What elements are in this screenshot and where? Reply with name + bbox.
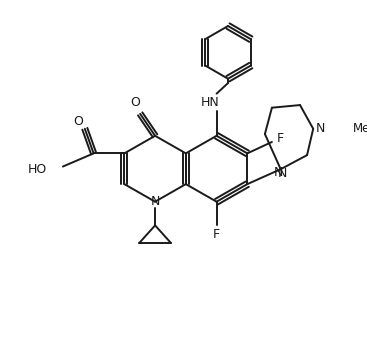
Text: HN: HN xyxy=(201,96,220,109)
Text: N: N xyxy=(316,122,325,135)
Text: F: F xyxy=(277,132,284,145)
Text: N: N xyxy=(150,195,160,208)
Text: Me: Me xyxy=(353,122,367,135)
Text: HO: HO xyxy=(28,163,47,176)
Text: N: N xyxy=(278,167,287,180)
Text: N: N xyxy=(273,166,283,179)
Text: O: O xyxy=(74,115,84,128)
Text: O: O xyxy=(130,96,140,109)
Text: F: F xyxy=(213,228,220,241)
